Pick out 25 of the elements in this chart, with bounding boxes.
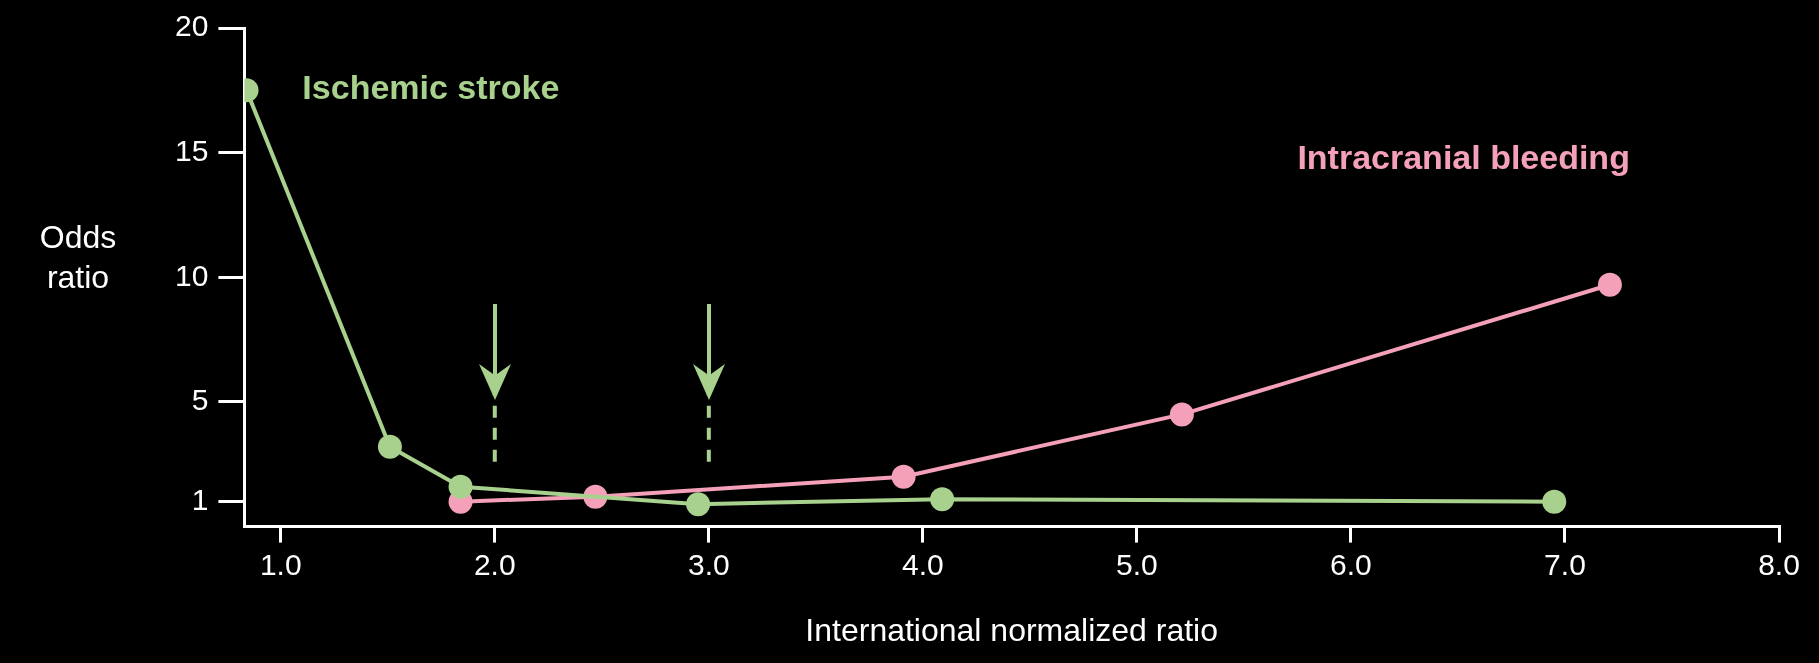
point (686, 492, 711, 517)
y-tick-label: 5 (191, 383, 209, 417)
point (1169, 402, 1194, 427)
x-tick-label: 6.0 (1330, 547, 1372, 581)
y-axis-title: Odds ratio (39, 219, 117, 296)
point (1597, 272, 1622, 297)
text: Intracranial bleeding (1297, 138, 1630, 177)
x-tick-label: 7.0 (1544, 547, 1586, 581)
x-tick-label: 4.0 (902, 547, 944, 581)
y-tick-label: 20 (174, 9, 209, 43)
x-tick-label: 2.0 (473, 547, 516, 581)
point (930, 487, 955, 512)
x-tick-label: 3.0 (687, 547, 730, 581)
x-tick-label: 5.0 (1116, 547, 1158, 581)
x-tick-label: 8.0 (1758, 547, 1800, 581)
x-axis-title: International normalized ratio (805, 611, 1219, 648)
y-tick-label: 15 (174, 133, 209, 167)
point (377, 434, 402, 459)
point (891, 464, 916, 489)
y-tick-label: 1 (191, 482, 209, 516)
point (1542, 489, 1567, 514)
point (448, 474, 473, 499)
y-tick-label: 10 (174, 258, 209, 292)
x-tick-label: 1.0 (259, 547, 302, 581)
series-label: Ischemic stroke (302, 68, 560, 107)
